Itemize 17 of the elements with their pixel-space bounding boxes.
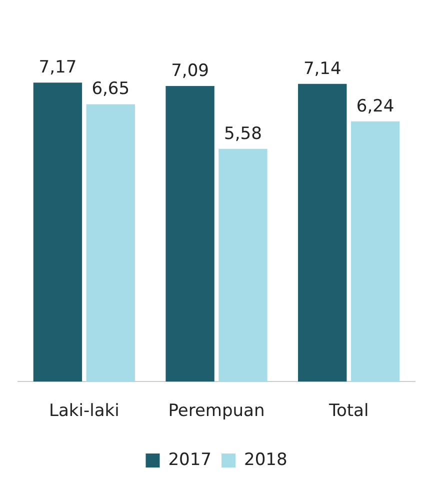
bar [33, 82, 82, 382]
x-tick-label: Perempuan [168, 401, 265, 422]
legend-label: 2018 [244, 450, 288, 470]
legend-label: 2017 [168, 450, 212, 470]
bar [350, 121, 400, 382]
data-label: 7,09 [171, 60, 209, 81]
x-tick-label: Total [328, 401, 369, 422]
data-label: 7,14 [303, 58, 342, 79]
x-tick-label: Laki-laki [49, 401, 120, 422]
data-label: 6,65 [92, 79, 130, 100]
bar [86, 104, 135, 382]
bar [166, 86, 214, 382]
bar [218, 148, 268, 382]
bar [298, 84, 347, 382]
data-label: 6,24 [356, 96, 394, 116]
data-label: 7,17 [38, 58, 77, 78]
data-label: 5,58 [224, 124, 262, 144]
